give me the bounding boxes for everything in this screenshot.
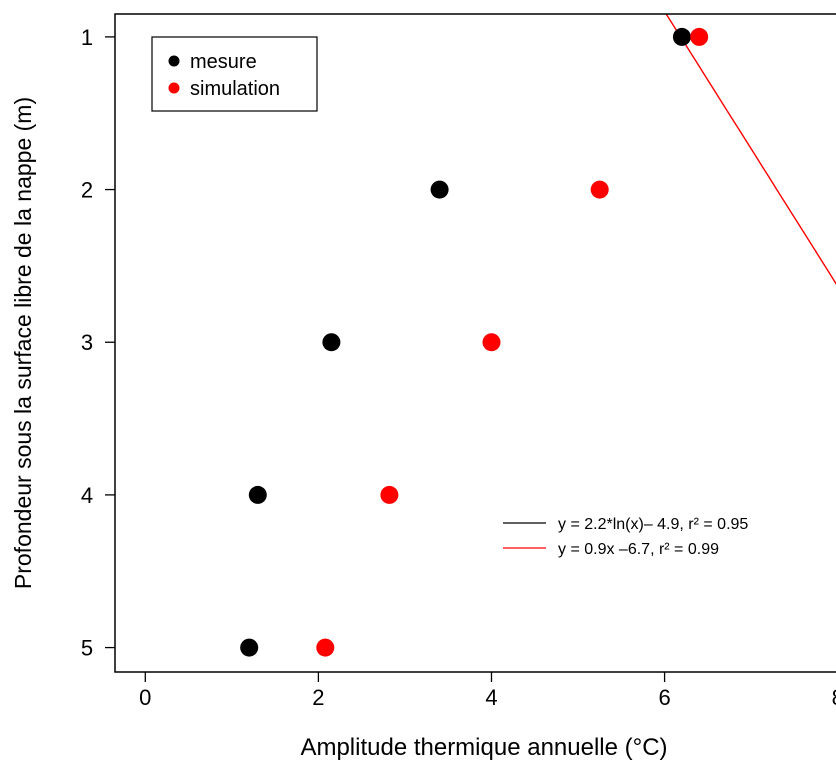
legend-label-log-fit: y = 2.2*ln(x)– 4.9, r² = 0.95 xyxy=(558,516,748,533)
legend-label-simulation: simulation xyxy=(190,78,280,100)
y-axis: 1 2 3 4 5 xyxy=(81,25,115,661)
x-tick-label-2: 2 xyxy=(312,685,324,710)
linear-fit-line xyxy=(665,14,836,285)
point-simulation-3 xyxy=(482,333,501,352)
x-tick-label-0: 0 xyxy=(139,685,151,710)
point-simulation-5 xyxy=(316,638,335,657)
point-mesure-1 xyxy=(672,27,691,46)
legend-label-mesure: mesure xyxy=(190,51,257,73)
y-tick-label-3: 3 xyxy=(81,330,93,355)
point-mesure-3 xyxy=(322,333,341,352)
x-tick-label-6: 6 xyxy=(658,685,670,710)
point-simulation-4 xyxy=(380,485,399,504)
point-mesure-5 xyxy=(240,638,259,657)
y-tick-label-4: 4 xyxy=(81,483,93,508)
legend-box xyxy=(151,36,318,112)
legend-series: mesure simulation xyxy=(151,36,318,112)
y-tick-label-2: 2 xyxy=(81,178,93,203)
y-tick-label-5: 5 xyxy=(81,636,93,661)
point-mesure-2 xyxy=(430,180,449,199)
y-tick-label-1: 1 xyxy=(81,25,93,50)
legend-marker-simulation xyxy=(168,82,180,94)
point-simulation-1 xyxy=(690,27,709,46)
data-points xyxy=(240,27,709,657)
x-axis-label: Amplitude thermique annuelle (°C) xyxy=(300,734,667,761)
x-axis: 0 2 4 6 8 xyxy=(139,672,836,710)
point-simulation-2 xyxy=(590,180,609,199)
legend-label-linear-fit: y = 0.9x –6.7, r² = 0.99 xyxy=(558,541,719,558)
legend-fits: y = 2.2*ln(x)– 4.9, r² = 0.95 y = 0.9x –… xyxy=(503,516,748,558)
y-axis-label: Profondeur sous la surface libre de la n… xyxy=(10,97,36,589)
fit-lines xyxy=(665,14,836,285)
x-tick-label-8: 8 xyxy=(832,685,836,710)
point-mesure-4 xyxy=(248,485,267,504)
legend-marker-mesure xyxy=(168,55,180,67)
x-tick-label-4: 4 xyxy=(485,685,497,710)
plot-frame xyxy=(114,13,836,673)
